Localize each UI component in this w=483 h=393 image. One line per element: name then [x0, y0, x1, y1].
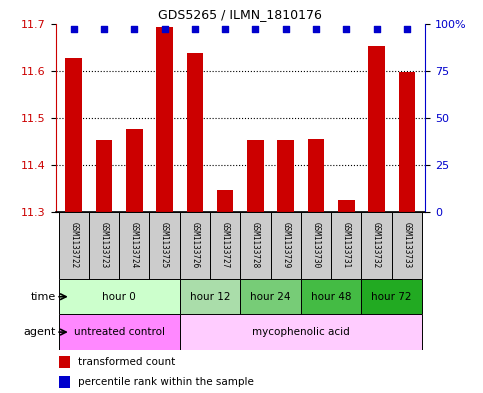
Bar: [180, 279, 241, 314]
Point: [373, 26, 381, 32]
Bar: [392, 212, 422, 279]
Bar: [217, 189, 233, 212]
Text: GSM1133728: GSM1133728: [251, 222, 260, 269]
Point: [100, 26, 108, 32]
Text: mycophenolic acid: mycophenolic acid: [252, 327, 350, 337]
Text: GSM1133725: GSM1133725: [160, 222, 169, 269]
Text: agent: agent: [24, 327, 56, 337]
Text: GSM1133724: GSM1133724: [130, 222, 139, 269]
Text: GSM1133727: GSM1133727: [221, 222, 229, 269]
Text: GSM1133722: GSM1133722: [69, 222, 78, 269]
Bar: [119, 212, 149, 279]
Text: GSM1133732: GSM1133732: [372, 222, 381, 269]
Text: hour 48: hour 48: [311, 292, 352, 302]
Point: [403, 26, 411, 32]
Bar: [210, 212, 241, 279]
Bar: [59, 376, 71, 388]
Text: GSM1133726: GSM1133726: [190, 222, 199, 269]
Text: time: time: [31, 292, 56, 302]
Text: GSM1133731: GSM1133731: [342, 222, 351, 269]
Text: untreated control: untreated control: [73, 327, 165, 337]
Bar: [277, 140, 294, 212]
Bar: [361, 279, 422, 314]
Bar: [308, 139, 325, 212]
Bar: [241, 212, 270, 279]
Text: hour 24: hour 24: [250, 292, 291, 302]
Point: [130, 26, 138, 32]
Text: percentile rank within the sample: percentile rank within the sample: [78, 377, 254, 387]
Bar: [58, 279, 180, 314]
Bar: [89, 212, 119, 279]
Point: [252, 26, 259, 32]
Point: [161, 26, 169, 32]
Text: GSM1133723: GSM1133723: [99, 222, 109, 269]
Point: [312, 26, 320, 32]
Point: [70, 26, 78, 32]
Bar: [65, 58, 82, 212]
Point: [191, 26, 199, 32]
Bar: [59, 356, 71, 368]
Bar: [241, 279, 301, 314]
Text: GSM1133730: GSM1133730: [312, 222, 321, 269]
Bar: [156, 27, 173, 212]
Bar: [338, 200, 355, 212]
Point: [221, 26, 229, 32]
Bar: [126, 129, 142, 212]
Bar: [180, 212, 210, 279]
Bar: [247, 140, 264, 212]
Bar: [149, 212, 180, 279]
Point: [342, 26, 350, 32]
Bar: [331, 212, 361, 279]
Point: [282, 26, 290, 32]
Bar: [180, 314, 422, 350]
Bar: [58, 314, 180, 350]
Bar: [398, 72, 415, 212]
Bar: [58, 212, 89, 279]
Title: GDS5265 / ILMN_1810176: GDS5265 / ILMN_1810176: [158, 8, 322, 21]
Text: hour 0: hour 0: [102, 292, 136, 302]
Bar: [368, 46, 385, 212]
Text: hour 72: hour 72: [371, 292, 412, 302]
Bar: [301, 212, 331, 279]
Text: GSM1133729: GSM1133729: [281, 222, 290, 269]
Bar: [186, 53, 203, 212]
Bar: [270, 212, 301, 279]
Bar: [361, 212, 392, 279]
Text: GSM1133733: GSM1133733: [402, 222, 412, 269]
Text: transformed count: transformed count: [78, 357, 175, 367]
Text: hour 12: hour 12: [190, 292, 230, 302]
Bar: [301, 279, 361, 314]
Bar: [96, 140, 113, 212]
